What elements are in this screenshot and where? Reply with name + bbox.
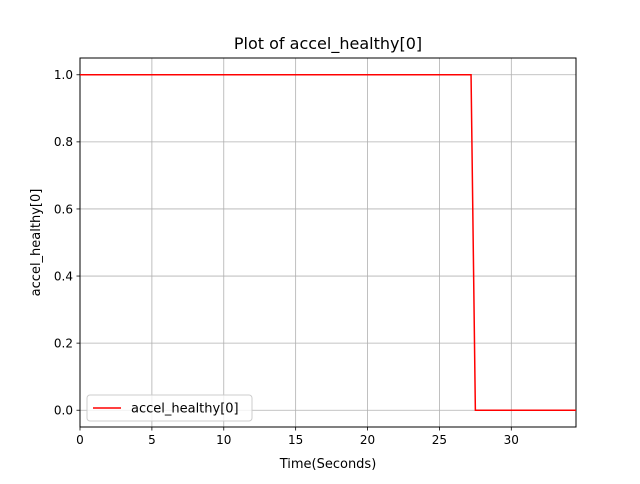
legend: accel_healthy[0] <box>86 394 253 422</box>
series-line <box>80 74 576 411</box>
x-tick-label: 25 <box>432 433 447 447</box>
y-axis: 0.0 0.2 0.4 0.6 0.8 1.0 <box>54 68 80 418</box>
x-tick-label: 20 <box>360 433 375 447</box>
y-tick-label: 0.8 <box>54 135 73 149</box>
y-axis-label: accel_healthy[0] <box>29 189 44 297</box>
y-tick-label: 0.6 <box>54 202 73 216</box>
x-tick-label: 15 <box>288 433 303 447</box>
plot-area-frame <box>79 57 577 428</box>
y-tick-label: 0.4 <box>54 269 73 283</box>
y-tick-label: 1.0 <box>54 68 73 82</box>
series-layer <box>80 74 576 411</box>
x-tick-label: 10 <box>216 433 231 447</box>
x-tick-label: 5 <box>148 433 156 447</box>
x-axis-label: Time(Seconds) <box>279 457 377 472</box>
x-tick-label: 0 <box>76 433 84 447</box>
legend-frame <box>86 394 253 422</box>
y-tick-label: 0.2 <box>54 336 73 350</box>
chart-title: Plot of accel_healthy[0] <box>234 34 422 54</box>
legend-label: accel_healthy[0] <box>131 402 239 417</box>
x-tick-label: 30 <box>504 433 519 447</box>
y-tick-label: 0.0 <box>54 404 73 418</box>
x-axis: 0 5 10 15 20 25 30 <box>76 427 519 447</box>
